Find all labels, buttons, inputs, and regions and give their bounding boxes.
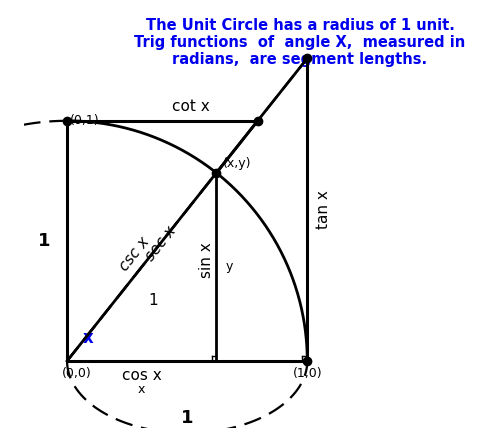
Text: 1: 1 — [149, 293, 158, 308]
Text: (1,0): (1,0) — [292, 367, 322, 380]
Text: The Unit Circle has a radius of 1 unit.
Trig functions  of  angle X,  measured i: The Unit Circle has a radius of 1 unit. … — [134, 18, 466, 67]
Text: x: x — [83, 329, 93, 346]
Text: cos x: cos x — [122, 368, 162, 383]
Text: sec x: sec x — [143, 223, 179, 264]
Text: cot x: cot x — [172, 98, 210, 114]
Text: 1: 1 — [181, 409, 194, 427]
Text: x: x — [138, 383, 145, 396]
Text: (0,1): (0,1) — [69, 114, 99, 127]
Text: 1: 1 — [38, 232, 50, 250]
Text: (x,y): (x,y) — [223, 157, 251, 171]
Text: csc x: csc x — [116, 235, 152, 274]
Text: y: y — [226, 260, 234, 273]
Text: (0,0): (0,0) — [62, 367, 92, 380]
Text: sin x: sin x — [199, 242, 214, 278]
Text: tan x: tan x — [316, 190, 331, 229]
